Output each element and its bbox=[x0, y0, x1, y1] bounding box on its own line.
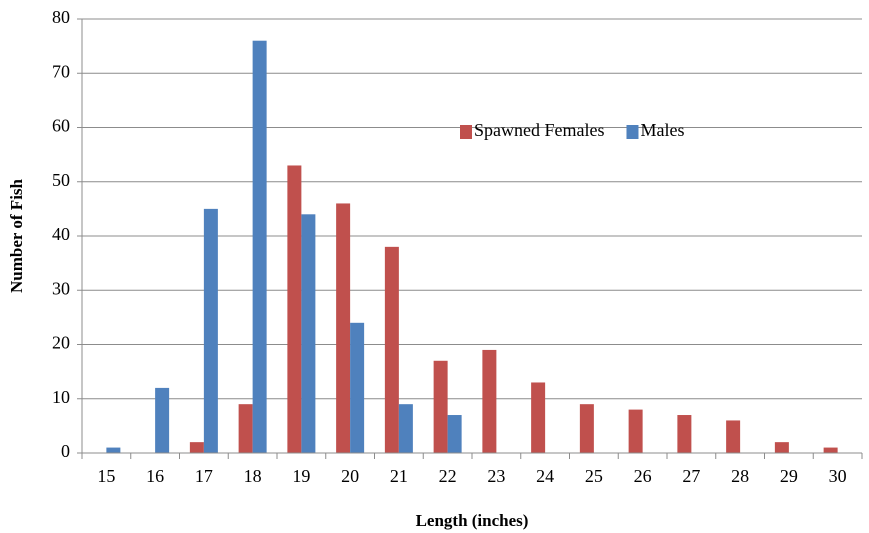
x-tick-label: 16 bbox=[146, 466, 164, 486]
bar bbox=[628, 409, 643, 453]
bar bbox=[823, 447, 838, 453]
bar bbox=[189, 442, 204, 453]
y-tick-label: 10 bbox=[52, 387, 70, 407]
x-tick-label: 19 bbox=[292, 466, 310, 486]
bar bbox=[447, 415, 462, 453]
bar bbox=[106, 447, 121, 453]
x-tick-label: 28 bbox=[731, 466, 749, 486]
y-tick-label: 70 bbox=[52, 61, 70, 81]
legend-label: Males bbox=[640, 120, 684, 140]
x-tick-label: 29 bbox=[780, 466, 798, 486]
bar bbox=[482, 349, 497, 453]
y-axis-title: Number of Fish bbox=[7, 178, 26, 293]
y-tick-label: 60 bbox=[52, 116, 70, 136]
bar bbox=[774, 442, 789, 453]
bar bbox=[398, 404, 413, 453]
bar bbox=[579, 404, 594, 453]
bar bbox=[203, 208, 218, 453]
bar bbox=[726, 420, 741, 453]
x-tick-label: 30 bbox=[829, 466, 847, 486]
legend-swatch bbox=[626, 125, 639, 139]
y-tick-label: 80 bbox=[52, 7, 70, 27]
x-tick-label: 15 bbox=[97, 466, 115, 486]
bar bbox=[155, 387, 170, 453]
x-tick-label: 27 bbox=[682, 466, 700, 486]
legend-label: Spawned Females bbox=[474, 120, 604, 140]
legend-swatch bbox=[460, 125, 472, 139]
bar bbox=[531, 382, 546, 453]
x-tick-label: 26 bbox=[634, 466, 652, 486]
x-axis-title: Length (inches) bbox=[416, 511, 529, 530]
bar bbox=[301, 214, 316, 453]
bar bbox=[677, 415, 692, 453]
x-tick-label: 22 bbox=[439, 466, 457, 486]
bar bbox=[252, 40, 267, 453]
y-tick-label: 40 bbox=[52, 224, 70, 244]
x-tick-label: 21 bbox=[390, 466, 408, 486]
bar bbox=[433, 360, 448, 453]
x-tick-label: 20 bbox=[341, 466, 359, 486]
y-tick-label: 50 bbox=[52, 170, 70, 190]
bar bbox=[350, 322, 365, 453]
x-tick-label: 17 bbox=[195, 466, 213, 486]
x-tick-label: 24 bbox=[536, 466, 554, 486]
x-tick-label: 18 bbox=[244, 466, 262, 486]
bar bbox=[384, 246, 399, 453]
x-tick-label: 23 bbox=[487, 466, 505, 486]
y-tick-label: 30 bbox=[52, 278, 70, 298]
y-tick-label: 0 bbox=[61, 441, 70, 461]
x-tick-label: 25 bbox=[585, 466, 603, 486]
y-tick-label: 20 bbox=[52, 333, 70, 353]
bar bbox=[287, 165, 302, 453]
bar bbox=[336, 203, 351, 453]
bar bbox=[238, 404, 253, 453]
